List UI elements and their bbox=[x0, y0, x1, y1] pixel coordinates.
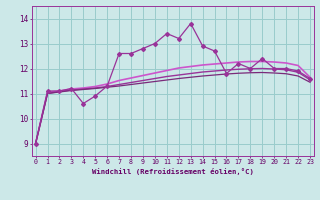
X-axis label: Windchill (Refroidissement éolien,°C): Windchill (Refroidissement éolien,°C) bbox=[92, 168, 254, 175]
